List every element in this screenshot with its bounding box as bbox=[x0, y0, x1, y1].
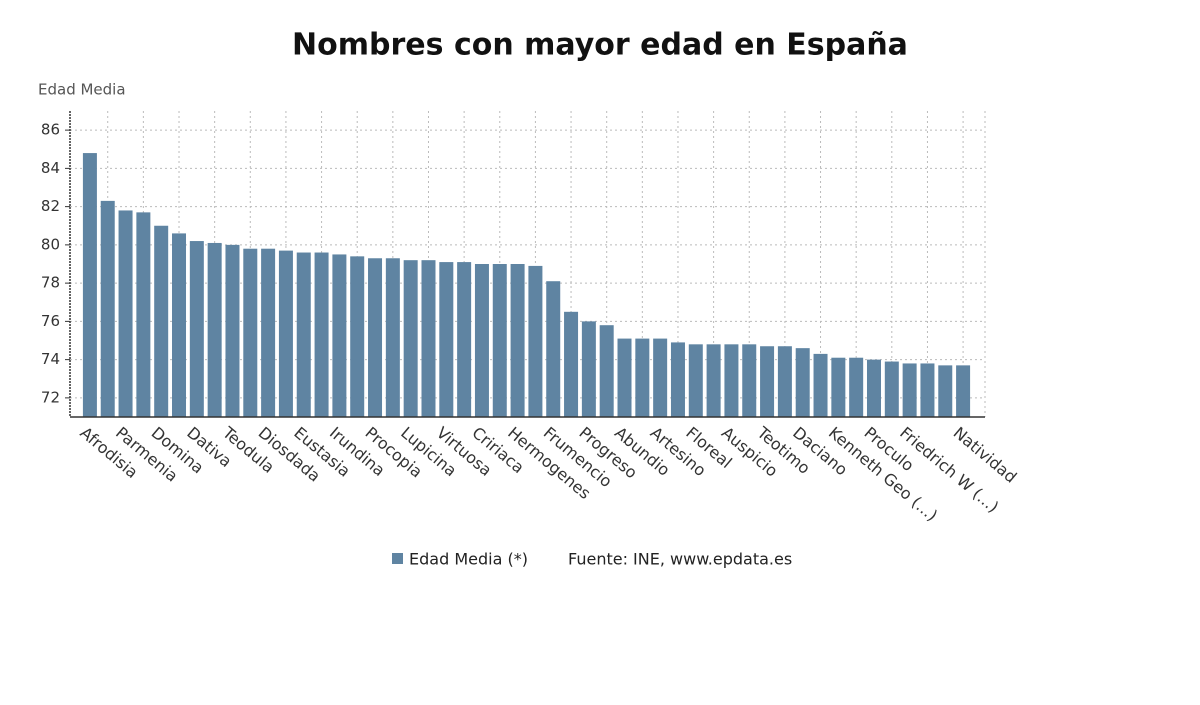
bar bbox=[635, 338, 650, 417]
chart-title: Nombres con mayor edad en España bbox=[292, 28, 908, 63]
bar bbox=[314, 252, 329, 417]
bar bbox=[136, 212, 151, 417]
bar bbox=[439, 262, 454, 417]
bar bbox=[670, 342, 685, 417]
bar bbox=[884, 361, 899, 417]
bar bbox=[492, 264, 507, 417]
bar bbox=[938, 365, 953, 417]
bar bbox=[956, 365, 971, 417]
bar bbox=[813, 353, 828, 417]
bar bbox=[350, 256, 365, 417]
bar bbox=[243, 248, 258, 417]
bar bbox=[225, 244, 240, 417]
source: Fuente: INE, www.epdata.es bbox=[568, 550, 792, 569]
bar bbox=[920, 363, 935, 417]
y-tick-label: 82 bbox=[41, 197, 60, 215]
bar bbox=[189, 241, 204, 417]
bar bbox=[564, 311, 579, 417]
bar bbox=[510, 264, 525, 417]
bar bbox=[528, 265, 543, 417]
bar bbox=[118, 210, 133, 417]
y-tick-label: 78 bbox=[41, 274, 60, 292]
y-tick-label: 84 bbox=[41, 159, 60, 177]
bar bbox=[332, 254, 347, 417]
bar bbox=[581, 321, 596, 417]
bar bbox=[278, 250, 293, 417]
bar bbox=[599, 325, 614, 417]
y-tick-label: 74 bbox=[41, 350, 60, 368]
bar bbox=[706, 344, 721, 417]
y-axis-label: Edad Media bbox=[38, 81, 126, 99]
bar bbox=[296, 252, 311, 417]
bar bbox=[368, 258, 383, 417]
bar bbox=[831, 357, 846, 417]
bar bbox=[82, 153, 97, 417]
bar bbox=[457, 262, 472, 417]
y-tick-label: 86 bbox=[41, 121, 60, 139]
bar bbox=[653, 338, 668, 417]
bar bbox=[154, 225, 169, 417]
bar bbox=[777, 346, 792, 417]
bar bbox=[849, 357, 864, 417]
bar bbox=[546, 281, 561, 417]
bar bbox=[866, 359, 881, 417]
bar bbox=[385, 258, 400, 417]
y-tick-label: 72 bbox=[41, 388, 60, 406]
y-tick-label: 76 bbox=[41, 312, 60, 330]
bar bbox=[172, 233, 187, 417]
y-tick-label: 80 bbox=[41, 235, 60, 253]
bar bbox=[403, 260, 418, 417]
bar bbox=[795, 348, 810, 417]
bar bbox=[688, 344, 703, 417]
bar bbox=[902, 363, 917, 417]
bar bbox=[207, 242, 222, 417]
bar bbox=[261, 248, 276, 417]
bar bbox=[421, 260, 436, 417]
bar bbox=[474, 264, 489, 417]
bar bbox=[742, 344, 757, 417]
bar bbox=[100, 200, 115, 417]
bar bbox=[617, 338, 632, 417]
bar bbox=[724, 344, 739, 417]
legend-label: Edad Media (*) bbox=[409, 550, 528, 569]
legend-swatch bbox=[392, 553, 403, 564]
bar bbox=[760, 346, 775, 417]
